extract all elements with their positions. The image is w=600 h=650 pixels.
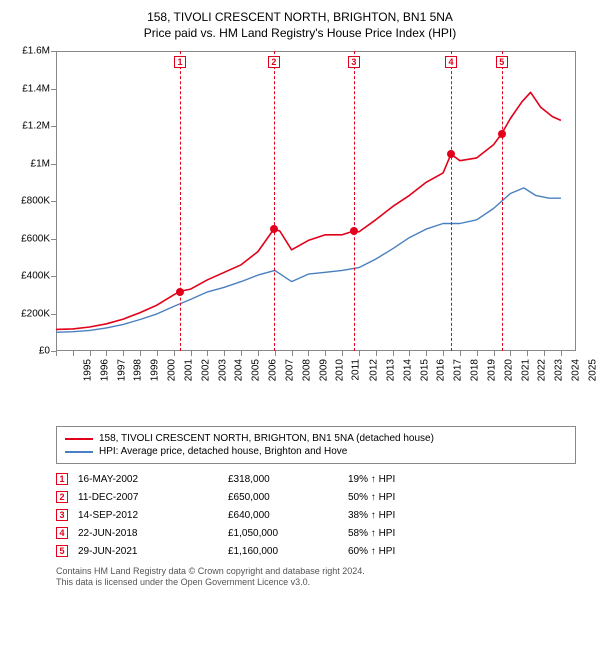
price-chart: £0 £200K £400K £600K £800K £1M £1.2M £1.4M £1.6M… <box>14 45 586 390</box>
y-tick-label: £0 <box>14 346 50 357</box>
x-tick-label: 2008 <box>301 359 312 381</box>
marker-line <box>180 51 181 351</box>
tx-price: £1,050,000 <box>228 528 338 539</box>
tx-compare: 38% ↑ HPI <box>348 510 395 521</box>
x-tick-label: 2003 <box>217 359 228 381</box>
marker-box: 5 <box>496 56 508 68</box>
x-tick-label: 2019 <box>486 359 497 381</box>
x-tick-label: 2011 <box>351 359 362 381</box>
transactions-table: 1 16-MAY-2002 £318,000 19% ↑ HPI 2 11-DEC-200… <box>56 470 576 560</box>
x-tick-label: 2005 <box>251 359 262 381</box>
tx-date: 16-MAY-2002 <box>78 474 218 485</box>
marker-dot <box>498 130 506 138</box>
y-tick-label: £600K <box>14 233 50 244</box>
footnote-line-1: Contains HM Land Registry data © Crown c… <box>56 566 586 577</box>
x-tick-label: 2014 <box>402 359 413 381</box>
tx-price: £1,160,000 <box>228 546 338 557</box>
marker-dot <box>270 225 278 233</box>
marker-line <box>502 51 503 351</box>
marker-dot <box>176 288 184 296</box>
title-line-1: 158, TIVOLI CRESCENT NORTH, BRIGHTON, BN… <box>14 10 586 26</box>
transaction-row: 2 11-DEC-2007 £650,000 50% ↑ HPI <box>56 488 576 506</box>
tx-price: £650,000 <box>228 492 338 503</box>
legend-item: 158, TIVOLI CRESCENT NORTH, BRIGHTON, BN… <box>65 432 567 445</box>
y-tick-label: £1.4M <box>14 83 50 94</box>
legend-label: 158, TIVOLI CRESCENT NORTH, BRIGHTON, BN… <box>99 433 434 444</box>
title-line-2: Price paid vs. HM Land Registry's House … <box>14 26 586 42</box>
tx-compare: 58% ↑ HPI <box>348 528 395 539</box>
marker-line <box>274 51 275 351</box>
transaction-row: 1 16-MAY-2002 £318,000 19% ↑ HPI <box>56 470 576 488</box>
transaction-row: 3 14-SEP-2012 £640,000 38% ↑ HPI <box>56 506 576 524</box>
x-tick-label: 2023 <box>553 359 564 381</box>
x-tick-label: 2010 <box>335 359 346 381</box>
marker-line <box>451 51 452 351</box>
x-tick-label: 1998 <box>133 359 144 381</box>
marker-box: 3 <box>348 56 360 68</box>
x-tick-label: 2000 <box>166 359 177 381</box>
tx-date: 11-DEC-2007 <box>78 492 218 503</box>
tx-price: £318,000 <box>228 474 338 485</box>
tx-marker: 4 <box>56 527 68 539</box>
x-tick-label: 2006 <box>267 359 278 381</box>
x-tick-label: 2013 <box>385 359 396 381</box>
legend-item: HPI: Average price, detached house, Brig… <box>65 445 567 458</box>
y-tick-label: £1.6M <box>14 46 50 57</box>
footnote-line-2: This data is licensed under the Open Gov… <box>56 577 586 588</box>
plot-area <box>56 51 576 351</box>
tx-date: 22-JUN-2018 <box>78 528 218 539</box>
chart-title: 158, TIVOLI CRESCENT NORTH, BRIGHTON, BN… <box>14 10 586 41</box>
tx-price: £640,000 <box>228 510 338 521</box>
marker-box: 1 <box>174 56 186 68</box>
x-tick-label: 2007 <box>284 359 295 381</box>
x-tick-label: 2025 <box>587 359 598 381</box>
x-tick-label: 2001 <box>183 359 194 381</box>
x-tick-label: 2024 <box>570 359 581 381</box>
tx-marker: 1 <box>56 473 68 485</box>
marker-dot <box>447 150 455 158</box>
x-tick-label: 2018 <box>469 359 480 381</box>
x-tick-label: 2004 <box>234 359 245 381</box>
tx-compare: 60% ↑ HPI <box>348 546 395 557</box>
marker-box: 2 <box>268 56 280 68</box>
x-tick-label: 2022 <box>537 359 548 381</box>
x-tick-label: 1997 <box>116 359 127 381</box>
y-tick-label: £800K <box>14 196 50 207</box>
tx-compare: 19% ↑ HPI <box>348 474 395 485</box>
y-tick-label: £1M <box>14 158 50 169</box>
x-tick-label: 2016 <box>436 359 447 381</box>
transaction-row: 4 22-JUN-2018 £1,050,000 58% ↑ HPI <box>56 524 576 542</box>
x-tick-label: 2020 <box>503 359 514 381</box>
legend-swatch <box>65 451 93 453</box>
legend: 158, TIVOLI CRESCENT NORTH, BRIGHTON, BN… <box>56 426 576 464</box>
x-tick-label: 2009 <box>318 359 329 381</box>
x-tick-label: 2015 <box>419 359 430 381</box>
x-tick-label: 2002 <box>200 359 211 381</box>
x-tick-label: 2017 <box>452 359 463 381</box>
y-tick-label: £400K <box>14 271 50 282</box>
transaction-row: 5 29-JUN-2021 £1,160,000 60% ↑ HPI <box>56 542 576 560</box>
tx-marker: 3 <box>56 509 68 521</box>
tx-compare: 50% ↑ HPI <box>348 492 395 503</box>
x-tick-label: 2012 <box>368 359 379 381</box>
legend-swatch <box>65 438 93 440</box>
marker-line <box>354 51 355 351</box>
tx-marker: 2 <box>56 491 68 503</box>
legend-label: HPI: Average price, detached house, Brig… <box>99 446 347 457</box>
tx-date: 29-JUN-2021 <box>78 546 218 557</box>
x-tick-label: 1996 <box>99 359 110 381</box>
footnote: Contains HM Land Registry data © Crown c… <box>56 566 586 589</box>
tx-date: 14-SEP-2012 <box>78 510 218 521</box>
marker-dot <box>350 227 358 235</box>
x-tick-label: 2021 <box>520 359 531 381</box>
marker-box: 4 <box>445 56 457 68</box>
y-tick-label: £1.2M <box>14 121 50 132</box>
y-tick-label: £200K <box>14 308 50 319</box>
x-tick-label: 1995 <box>82 359 93 381</box>
x-tick-label: 1999 <box>150 359 161 381</box>
tx-marker: 5 <box>56 545 68 557</box>
